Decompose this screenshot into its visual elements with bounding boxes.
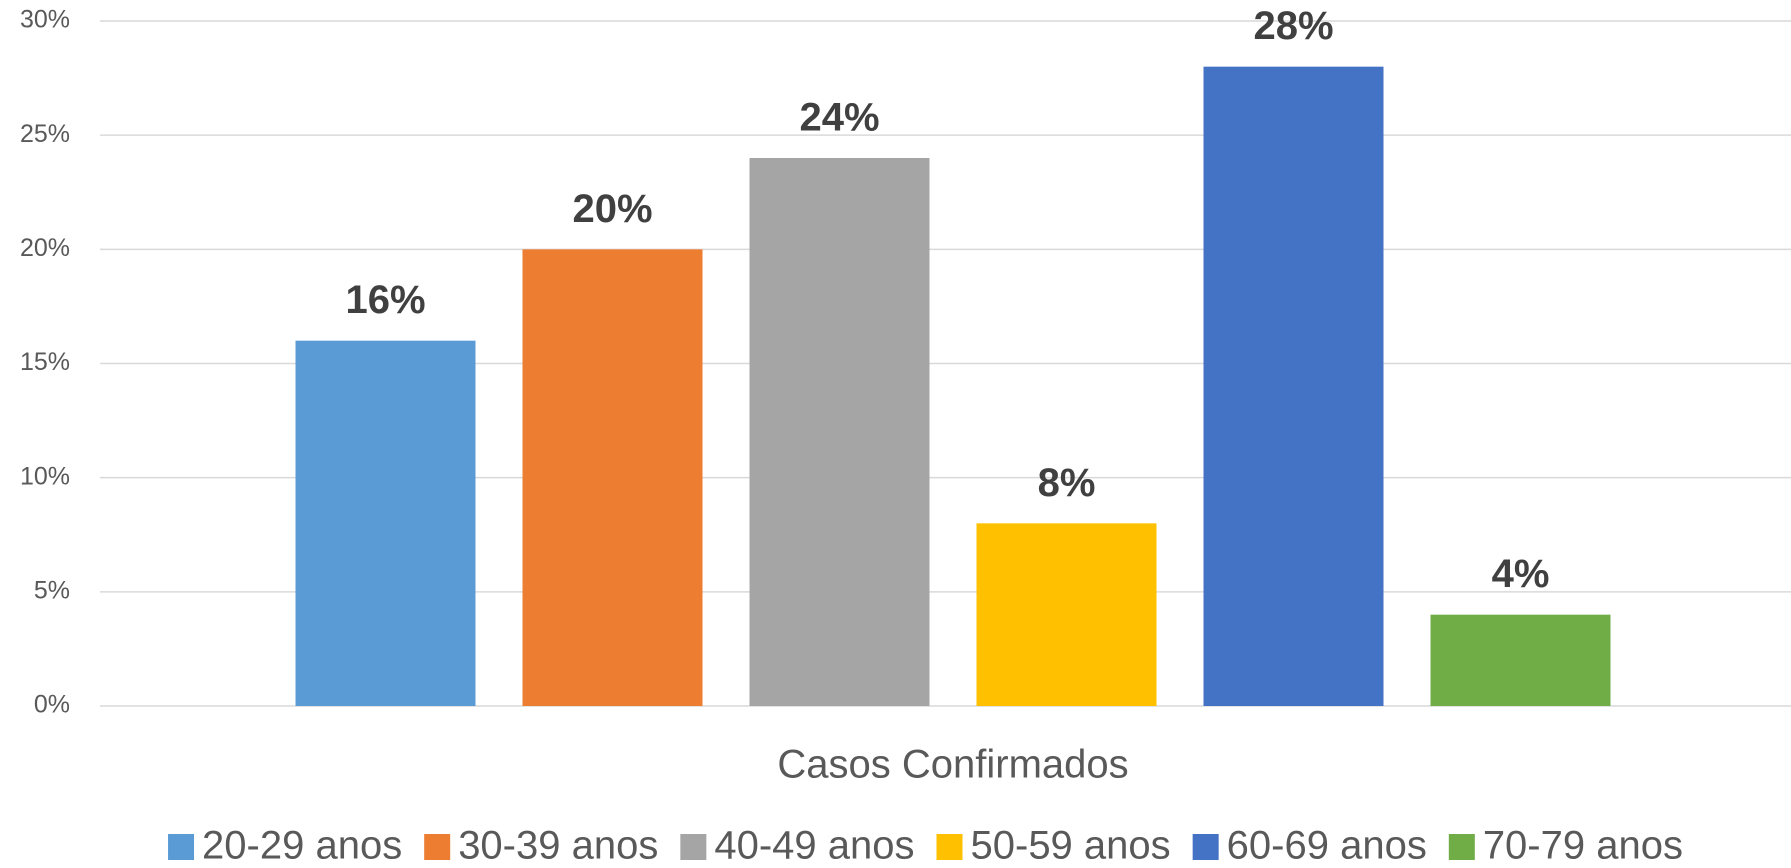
legend-swatch bbox=[168, 834, 195, 860]
legend-label: 70-79 anos bbox=[1483, 824, 1683, 868]
data-label: 16% bbox=[345, 278, 425, 322]
data-label: 28% bbox=[1253, 4, 1333, 48]
legend-swatch bbox=[424, 834, 451, 860]
legend-label: 30-39 anos bbox=[458, 824, 658, 868]
y-tick-label: 20% bbox=[20, 234, 70, 262]
data-label: 24% bbox=[799, 96, 879, 140]
legend-swatch bbox=[1448, 834, 1475, 860]
bar bbox=[749, 158, 930, 706]
bar bbox=[295, 340, 476, 706]
data-label: 8% bbox=[1038, 461, 1096, 505]
legend-label: 20-29 anos bbox=[202, 824, 402, 868]
legend-swatch bbox=[1192, 834, 1219, 860]
legend-label: 50-59 anos bbox=[971, 824, 1171, 868]
bar bbox=[522, 249, 703, 707]
y-tick-label: 5% bbox=[34, 576, 70, 604]
y-tick-label: 0% bbox=[34, 691, 70, 719]
x-tick-label: Casos Confirmados bbox=[777, 743, 1128, 787]
y-tick-label: 15% bbox=[20, 348, 70, 376]
y-tick-label: 10% bbox=[20, 462, 70, 490]
legend-swatch bbox=[680, 834, 707, 860]
data-label: 20% bbox=[572, 187, 652, 231]
bar bbox=[976, 523, 1157, 706]
legend-swatch bbox=[936, 834, 963, 860]
bar bbox=[1203, 66, 1384, 706]
y-tick-label: 25% bbox=[20, 120, 70, 148]
y-tick-label: 30% bbox=[20, 6, 70, 34]
bar bbox=[1430, 614, 1611, 706]
legend-label: 40-49 anos bbox=[714, 824, 914, 868]
data-label: 4% bbox=[1492, 552, 1550, 596]
legend-label: 60-69 anos bbox=[1227, 824, 1427, 868]
